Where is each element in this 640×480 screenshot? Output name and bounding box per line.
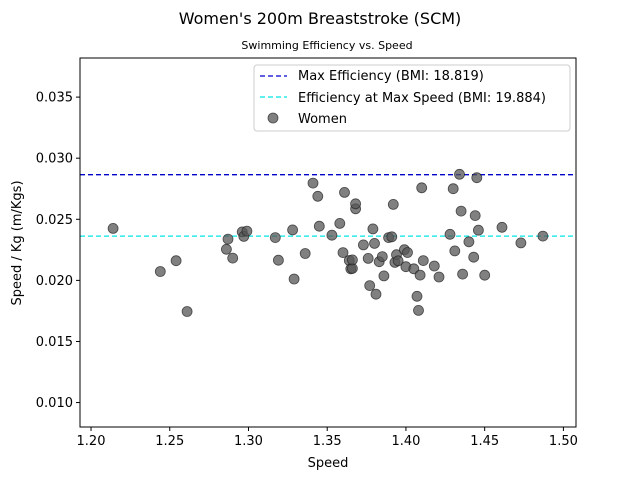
data-point [339,186,350,198]
data-point [416,182,428,194]
data-point [463,236,475,248]
legend-box [253,64,571,132]
data-point [369,237,380,249]
data-point [337,247,349,259]
y-tick-label: 0.035 [36,91,73,106]
data-point [181,306,193,317]
x-tick-label: 1.20 [77,434,106,449]
chart-title: Women's 200m Breaststroke (SCM) [179,9,462,28]
plot-area: 1.20 1.25 1.30 1.35 1.40 1.45 1.50 0.010 0.015 0.… [36,57,578,449]
x-tick-label: 1.25 [155,434,184,449]
data-point [447,183,459,195]
y-tick-label: 0.020 [36,274,73,289]
y-tick-label: 0.010 [36,396,73,411]
data-point [367,223,379,235]
data-point [457,268,469,280]
x-tick-label: 1.45 [470,434,499,449]
data-point [334,217,346,229]
data-point [444,228,456,240]
data-point [515,237,527,249]
data-point [471,172,483,184]
x-tick-label: 1.50 [549,434,578,449]
legend-label-max-efficiency: Max Efficiency (BMI: 18.819) [298,69,484,84]
y-tick-label: 0.025 [36,213,73,228]
data-point [346,254,358,266]
data-point [272,254,284,266]
data-point [350,198,362,210]
data-point [428,260,440,272]
data-point [307,177,319,189]
data-point [537,230,549,242]
data-point [472,224,484,236]
data-point [154,266,166,277]
x-axis-label: Speed [308,456,349,471]
data-point [269,232,281,244]
data-point [468,251,480,263]
data-point [313,220,325,232]
data-point [479,269,491,281]
data-point [107,222,119,234]
data-point [449,245,461,257]
data-point [455,205,467,217]
data-point [402,247,413,258]
data-point [299,248,311,259]
legend-swatch-women [267,112,279,124]
data-point [469,210,481,222]
data-point [220,243,232,255]
x-tick-label: 1.40 [391,434,420,449]
data-point [386,231,398,243]
data-point [362,252,374,264]
y-axis-label: Speed / Kg (m/Kgs) [10,180,25,305]
data-point [357,239,369,251]
data-point [241,225,253,237]
data-point [326,229,338,241]
data-point [370,288,382,300]
data-point [170,255,182,267]
data-point [433,271,445,283]
axes-frame [79,57,577,428]
data-point [392,255,404,267]
data-point [287,224,299,236]
data-point [227,252,239,264]
legend-label-max-speed: Efficiency at Max Speed (BMI: 19.884) [298,91,546,106]
data-point [414,269,426,281]
data-point [496,221,508,233]
y-tick-label: 0.015 [36,335,73,350]
y-tick-label: 0.030 [36,152,73,167]
data-point [413,304,424,316]
data-point [454,168,465,180]
data-point [288,273,300,285]
data-point [378,270,390,282]
data-point [312,190,324,202]
data-point [376,251,388,263]
data-point [364,280,376,292]
data-point [417,255,429,267]
data-point [387,198,399,210]
x-tick-label: 1.35 [313,434,342,449]
legend: Max Efficiency (BMI: 18.819) Efficiency … [253,64,571,132]
x-tick-label: 1.30 [234,434,263,449]
data-point [222,233,234,245]
legend-label-women: Women [298,112,347,127]
chart-subtitle: Swimming Efficiency vs. Speed [241,39,412,52]
data-point [411,290,423,302]
